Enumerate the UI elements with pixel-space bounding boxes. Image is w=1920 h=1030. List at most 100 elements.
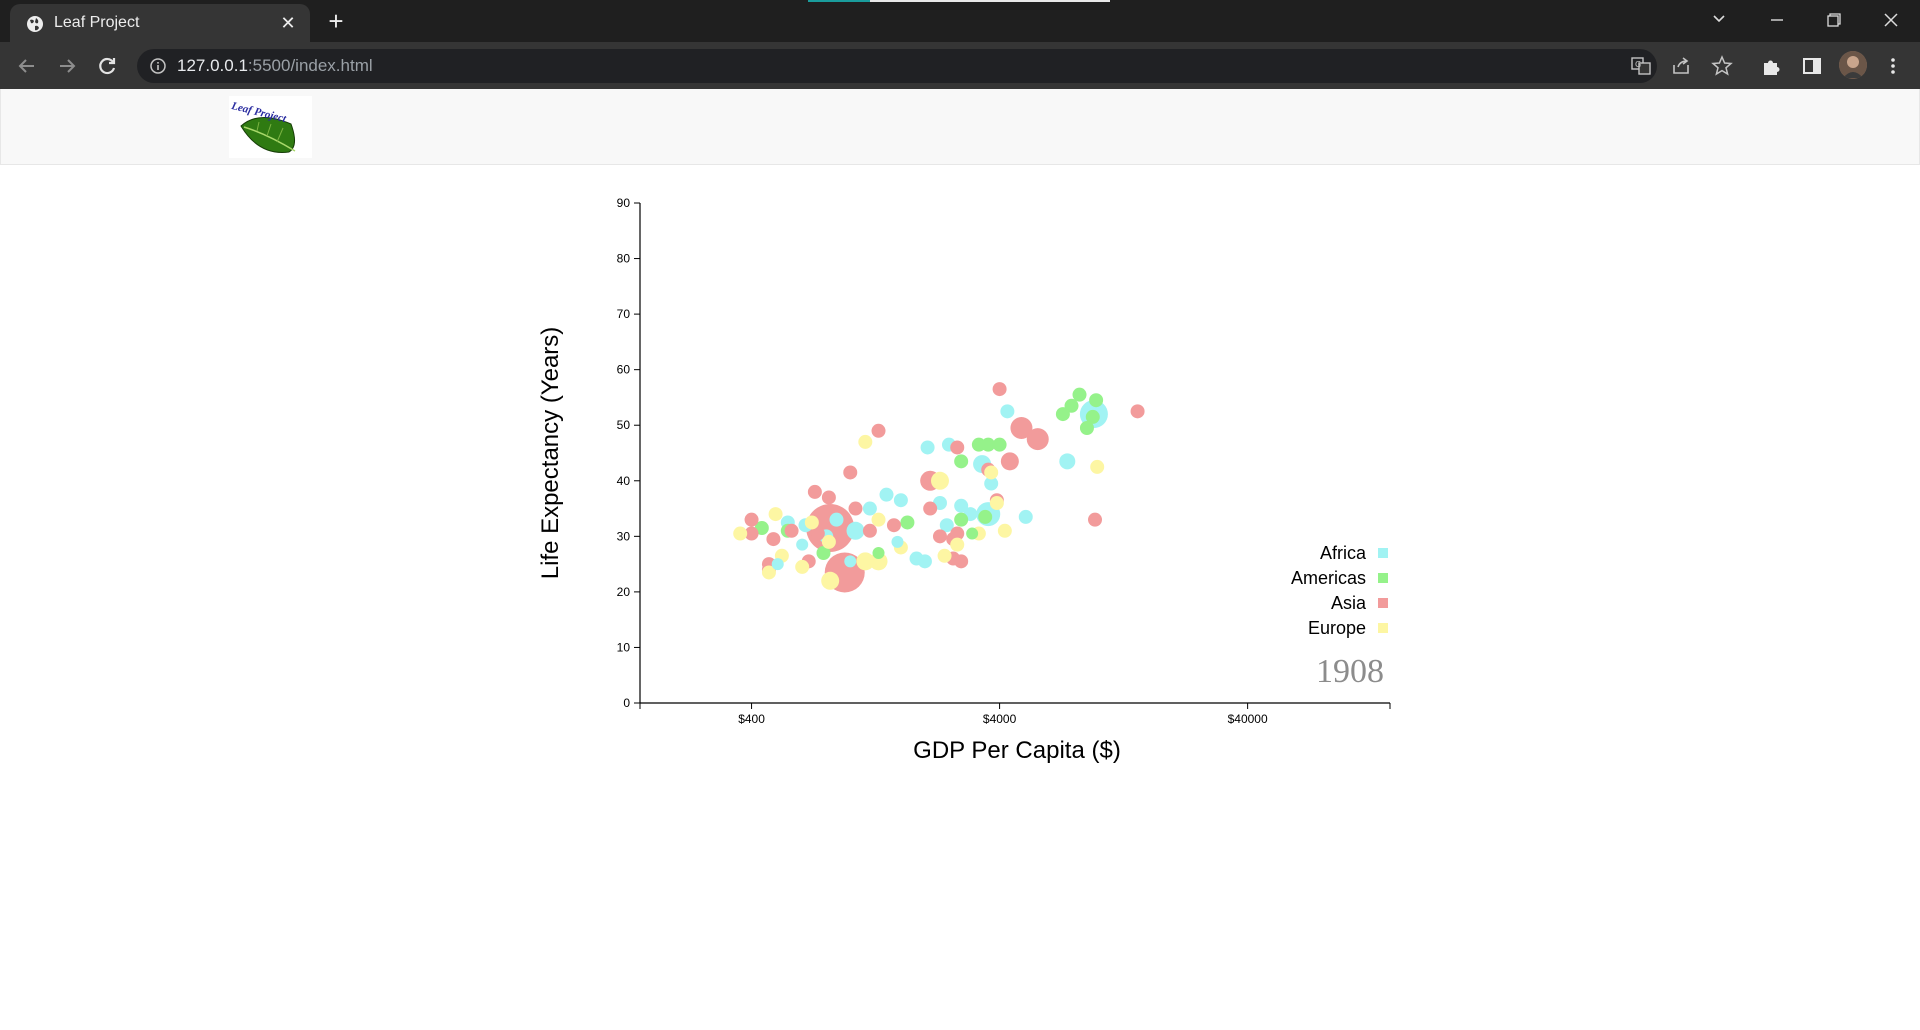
back-arrow-icon[interactable] xyxy=(14,53,40,79)
data-point-europe[interactable] xyxy=(858,434,873,449)
site-info-icon[interactable] xyxy=(149,57,167,75)
minimize-icon[interactable] xyxy=(1760,8,1794,32)
data-point-americas[interactable] xyxy=(900,515,915,530)
data-point-europe[interactable] xyxy=(989,496,1004,510)
translate-icon[interactable]: G xyxy=(1630,55,1652,77)
data-point-africa[interactable] xyxy=(939,518,954,533)
data-point-europe[interactable] xyxy=(733,526,748,541)
data-point-africa[interactable] xyxy=(917,554,932,569)
menu-kebab-icon[interactable] xyxy=(1882,55,1904,77)
close-window-icon[interactable] xyxy=(1874,8,1908,32)
data-point-europe[interactable] xyxy=(937,548,952,563)
data-point-americas[interactable] xyxy=(992,437,1007,452)
data-point-asia[interactable] xyxy=(932,529,947,544)
browser-tab[interactable]: Leaf Project ✕ xyxy=(10,4,310,42)
y-axis-label: Life Expectancy (Years) xyxy=(537,327,564,580)
data-point-americas[interactable] xyxy=(981,437,996,452)
data-point-asia[interactable] xyxy=(992,382,1007,397)
tab-search-icon[interactable] xyxy=(1702,8,1736,32)
data-point-americas[interactable] xyxy=(1079,421,1094,435)
data-point-europe[interactable] xyxy=(871,512,886,527)
data-point-europe[interactable] xyxy=(997,523,1012,538)
x-tick-label: $4000 xyxy=(983,712,1017,726)
share-icon[interactable] xyxy=(1670,55,1692,77)
restore-icon[interactable] xyxy=(1816,8,1850,32)
data-point-africa[interactable] xyxy=(1000,404,1015,419)
legend-label: Asia xyxy=(1331,593,1367,613)
data-point-asia[interactable] xyxy=(807,484,822,499)
data-point-asia[interactable] xyxy=(821,490,836,505)
y-tick-label: 90 xyxy=(617,196,631,210)
new-tab-button[interactable]: + xyxy=(328,6,344,36)
data-point-africa[interactable] xyxy=(829,512,844,527)
data-point-europe[interactable] xyxy=(804,515,819,530)
data-point-americas[interactable] xyxy=(1064,398,1079,413)
data-point-asia[interactable] xyxy=(744,526,759,541)
reload-icon[interactable] xyxy=(94,53,120,79)
data-point-americas[interactable] xyxy=(1072,387,1087,402)
forward-arrow-icon[interactable] xyxy=(54,53,80,79)
data-point-asia[interactable] xyxy=(744,512,759,527)
y-tick-label: 40 xyxy=(617,474,631,488)
data-point-americas[interactable] xyxy=(816,546,831,560)
data-point-europe[interactable] xyxy=(768,507,783,522)
data-point-asia[interactable] xyxy=(1088,512,1103,527)
data-point-asia[interactable] xyxy=(766,532,781,547)
data-point-americas[interactable] xyxy=(966,527,979,540)
bookmark-star-icon[interactable] xyxy=(1711,55,1733,77)
data-point-americas[interactable] xyxy=(954,512,969,527)
data-point-africa[interactable] xyxy=(796,538,809,551)
extensions-puzzle-icon[interactable] xyxy=(1761,55,1783,77)
data-point-africa[interactable] xyxy=(893,493,908,508)
legend-swatch xyxy=(1378,623,1388,633)
data-point-asia[interactable] xyxy=(810,526,825,541)
site-logo[interactable]: Leaf Project xyxy=(229,96,312,158)
data-point-europe[interactable] xyxy=(821,534,836,549)
data-point-americas[interactable] xyxy=(1085,409,1100,424)
url-host: 127.0.0.1 xyxy=(177,56,248,75)
data-point-africa[interactable] xyxy=(862,501,877,516)
data-point-europe[interactable] xyxy=(856,552,875,571)
data-point-asia[interactable] xyxy=(950,440,965,455)
data-point-asia[interactable] xyxy=(886,518,901,533)
data-point-americas[interactable] xyxy=(872,547,885,559)
data-point-asia[interactable] xyxy=(843,465,858,480)
data-point-americas[interactable] xyxy=(1089,393,1104,408)
data-point-americas[interactable] xyxy=(978,509,993,524)
data-point-africa[interactable] xyxy=(1018,509,1033,524)
y-tick-label: 30 xyxy=(617,529,631,543)
data-point-europe[interactable] xyxy=(1090,459,1105,474)
data-point-asia[interactable] xyxy=(923,501,938,516)
side-panel-icon[interactable] xyxy=(1801,55,1823,77)
data-point-europe[interactable] xyxy=(984,465,999,480)
data-point-africa[interactable] xyxy=(920,440,935,455)
data-point-asia[interactable] xyxy=(862,523,877,538)
data-point-asia[interactable] xyxy=(1000,452,1019,471)
profile-avatar[interactable] xyxy=(1839,51,1867,79)
data-point-africa[interactable] xyxy=(879,487,894,502)
data-point-americas[interactable] xyxy=(954,454,969,469)
data-point-africa[interactable] xyxy=(954,498,969,513)
data-point-europe[interactable] xyxy=(795,559,810,574)
data-point-africa[interactable] xyxy=(771,558,784,571)
address-bar[interactable]: 127.0.0.1:5500/index.html xyxy=(137,49,1657,83)
data-point-asia[interactable] xyxy=(871,423,886,438)
data-point-africa[interactable] xyxy=(844,555,857,568)
data-point-asia[interactable] xyxy=(1026,428,1049,451)
close-tab-icon[interactable]: ✕ xyxy=(280,13,296,33)
data-point-africa[interactable] xyxy=(846,521,865,540)
data-point-africa[interactable] xyxy=(1059,453,1076,470)
data-point-asia[interactable] xyxy=(1010,417,1033,439)
data-point-asia[interactable] xyxy=(848,501,863,516)
data-point-europe[interactable] xyxy=(930,471,949,490)
data-point-europe[interactable] xyxy=(950,537,965,552)
data-point-africa[interactable] xyxy=(891,535,904,548)
data-point-americas[interactable] xyxy=(754,521,769,535)
data-point-americas[interactable] xyxy=(1055,407,1070,422)
data-point-europe[interactable] xyxy=(821,571,840,590)
data-point-asia[interactable] xyxy=(1130,404,1145,419)
data-point-africa[interactable] xyxy=(984,476,999,491)
data-point-europe[interactable] xyxy=(761,565,776,580)
data-point-asia[interactable] xyxy=(784,523,799,538)
data-point-asia[interactable] xyxy=(950,526,965,541)
